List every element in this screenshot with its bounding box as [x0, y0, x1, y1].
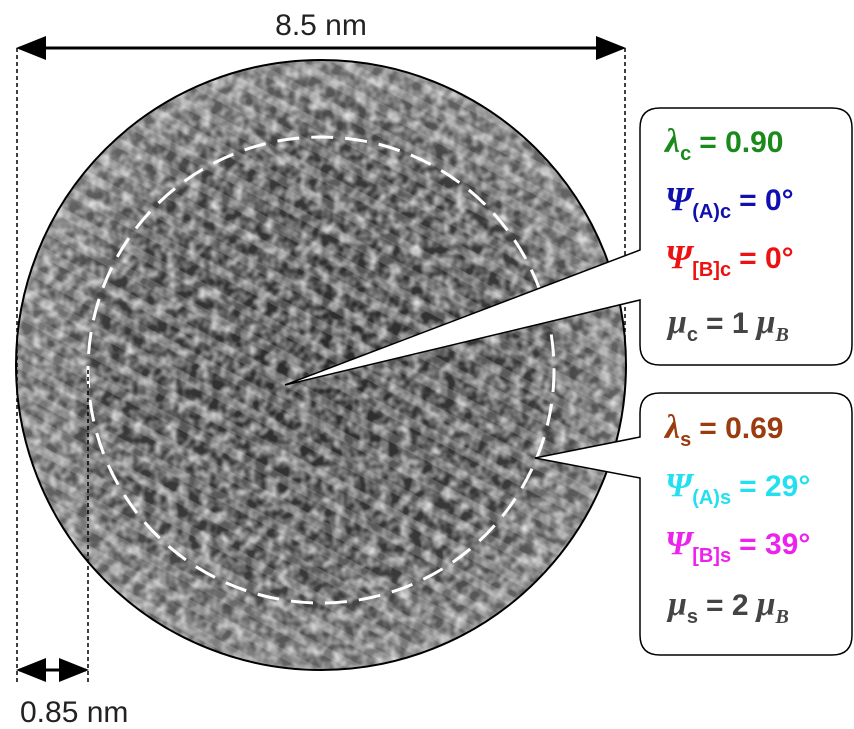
- unit-symbol: μ: [755, 586, 776, 623]
- unit-subscript: B: [775, 324, 789, 346]
- subscript: c: [680, 143, 691, 165]
- unit-symbol: μ: [755, 304, 776, 341]
- subscript: s: [687, 606, 698, 628]
- symbol: λ: [663, 409, 680, 446]
- figure: 8.5 nm 0.85 nm λc= 0.90Ψ(A)c= 0°Ψ[B]c= 0…: [0, 0, 854, 729]
- symbol: Ψ: [665, 467, 695, 504]
- value: = 0°: [739, 184, 794, 217]
- symbol: μ: [666, 586, 687, 623]
- value: = 39°: [739, 528, 810, 561]
- value: = 29°: [739, 470, 810, 503]
- shell-thickness-label: 0.85 nm: [20, 696, 128, 729]
- subscript: (A)c: [692, 201, 731, 223]
- value: = 0.90: [699, 126, 783, 159]
- value: = 0°: [739, 242, 794, 275]
- subscript: (A)s: [692, 487, 731, 509]
- symbol: Ψ: [665, 239, 695, 276]
- value: = 0.69: [699, 412, 783, 445]
- symbol: Ψ: [665, 181, 695, 218]
- subscript: [B]c: [692, 259, 731, 281]
- particle-image: [10, 55, 635, 680]
- symbol: λ: [663, 123, 680, 160]
- symbol: Ψ: [665, 525, 695, 562]
- unit-subscript: B: [775, 606, 789, 628]
- value: = 1: [706, 307, 749, 340]
- value: = 2: [706, 589, 749, 622]
- symbol: μ: [666, 304, 687, 341]
- subscript: c: [687, 324, 698, 346]
- diameter-label: 8.5 nm: [275, 9, 367, 42]
- subscript: s: [680, 429, 691, 451]
- subscript: [B]s: [692, 545, 731, 567]
